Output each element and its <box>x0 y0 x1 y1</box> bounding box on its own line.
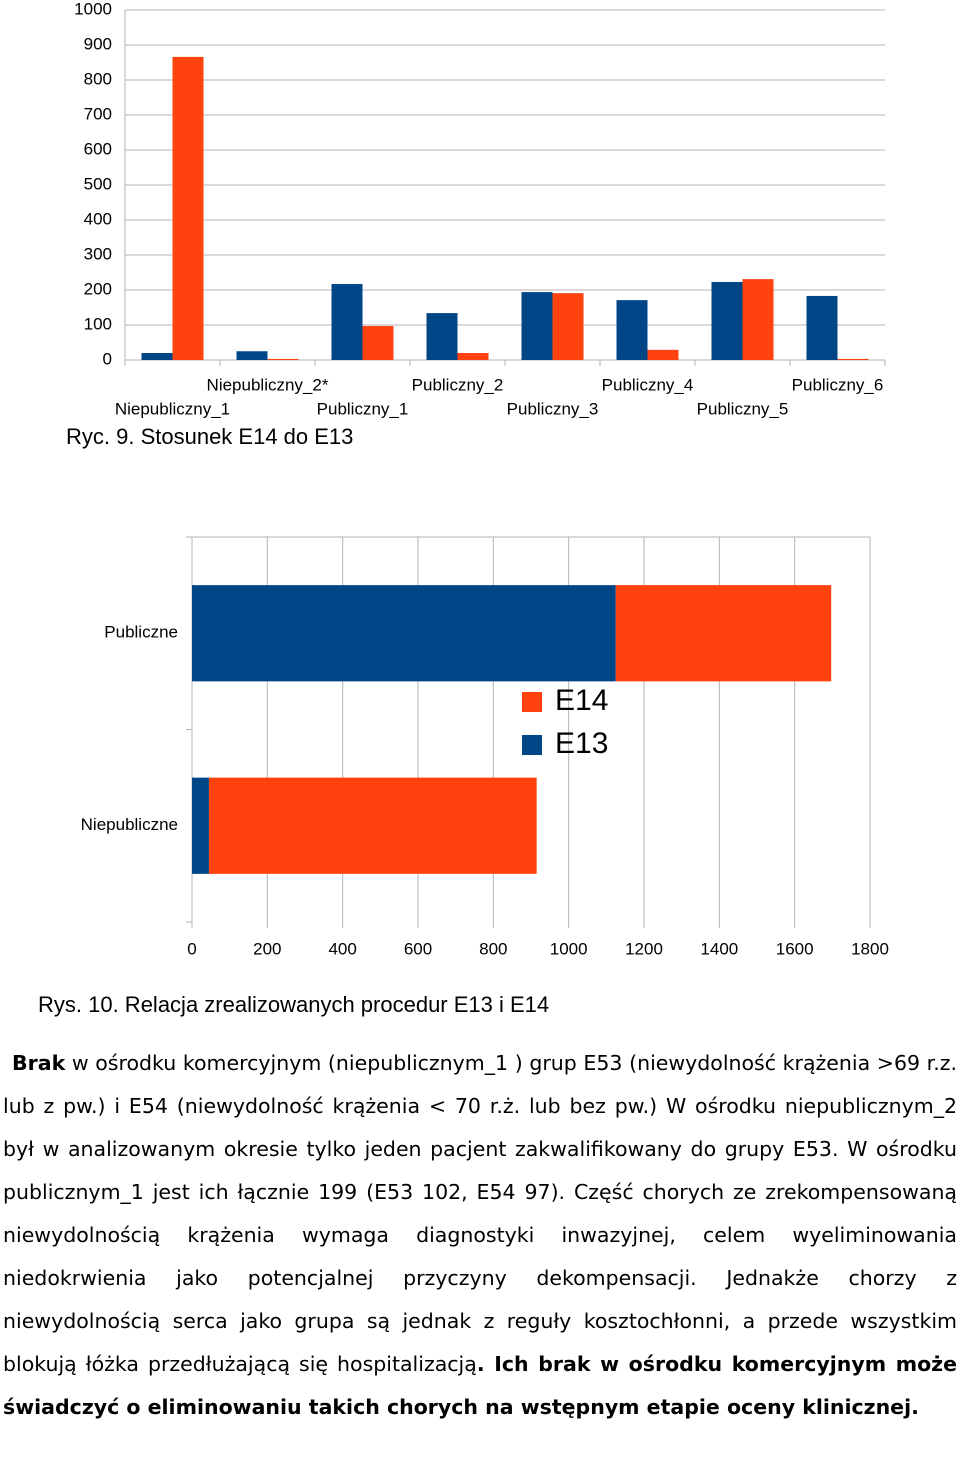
x-tick-label: Publiczny_4 <box>602 375 694 394</box>
figure-caption: Rys. 10. Relacja zrealizowanych procedur… <box>38 992 549 1017</box>
bar <box>742 279 774 360</box>
bar <box>457 353 489 360</box>
bar <box>141 353 173 360</box>
x-tick-label: 0 <box>187 939 196 958</box>
x-tick-label: Niepubliczny_2* <box>207 375 329 394</box>
x-tick-label: Publiczny_6 <box>792 375 884 394</box>
x-tick-label: Publiczny_2 <box>412 375 504 394</box>
legend-swatch <box>522 692 542 712</box>
bar <box>806 295 838 360</box>
bar <box>711 281 743 360</box>
bold-text: Brak <box>12 1051 66 1075</box>
bar <box>236 351 268 360</box>
body-paragraph: Brak w ośrodku komercyjnym (niepubliczny… <box>3 1042 957 1429</box>
bar <box>362 326 394 360</box>
bar <box>615 585 832 682</box>
bar <box>647 349 679 360</box>
legend-label: E14 <box>555 684 608 717</box>
x-tick-label: 1400 <box>700 939 738 958</box>
x-tick-label: 800 <box>479 939 507 958</box>
bar <box>521 292 553 360</box>
bar <box>192 777 209 874</box>
y-tick-label: Publiczne <box>104 623 178 642</box>
bar <box>172 56 204 361</box>
x-tick-label: 600 <box>404 939 432 958</box>
x-tick-label: Publiczny_5 <box>697 399 789 418</box>
bar <box>331 284 363 360</box>
x-tick-label: Publiczny_3 <box>507 399 599 418</box>
figure-caption: Ryc. 9. Stosunek E14 do E13 <box>66 424 353 449</box>
x-tick-label: 1800 <box>851 939 889 958</box>
bar <box>426 313 458 360</box>
x-tick-label: 1000 <box>550 939 588 958</box>
text: w ośrodku komercyjnym (niepublicznym_1 )… <box>3 1051 957 1376</box>
legend-label: E13 <box>555 727 608 760</box>
y-tick-label: 900 <box>84 34 112 53</box>
bar <box>192 585 616 682</box>
bar <box>616 300 648 360</box>
charts: Ryc. 9. Stosunek E14 do E13 Rys. 10. Rel… <box>38 0 889 1017</box>
x-tick-label: 1600 <box>776 939 814 958</box>
y-tick-label: 400 <box>84 209 112 228</box>
x-tick-label: 400 <box>328 939 356 958</box>
x-tick-label: Niepubliczny_1 <box>115 399 230 418</box>
y-tick-label: 700 <box>84 104 112 123</box>
y-tick-label: Niepubliczne <box>81 815 178 834</box>
y-tick-label: 500 <box>84 174 112 193</box>
y-tick-label: 200 <box>84 279 112 298</box>
x-tick-label: Publiczny_1 <box>317 399 409 418</box>
legend-swatch <box>522 735 542 755</box>
y-tick-label: 600 <box>84 139 112 158</box>
bar <box>552 293 584 360</box>
bold-text: . Ich brak w ośrodku komercyjnym może św… <box>3 1352 958 1419</box>
y-tick-label: 1000 <box>74 0 112 18</box>
y-tick-label: 300 <box>84 244 112 263</box>
bar <box>837 358 869 360</box>
x-tick-label: 1200 <box>625 939 663 958</box>
bar <box>208 777 537 874</box>
y-tick-label: 100 <box>84 314 112 333</box>
y-tick-label: 0 <box>103 349 112 368</box>
x-tick-label: 200 <box>253 939 281 958</box>
bar <box>267 358 299 360</box>
y-tick-label: 800 <box>84 69 112 88</box>
